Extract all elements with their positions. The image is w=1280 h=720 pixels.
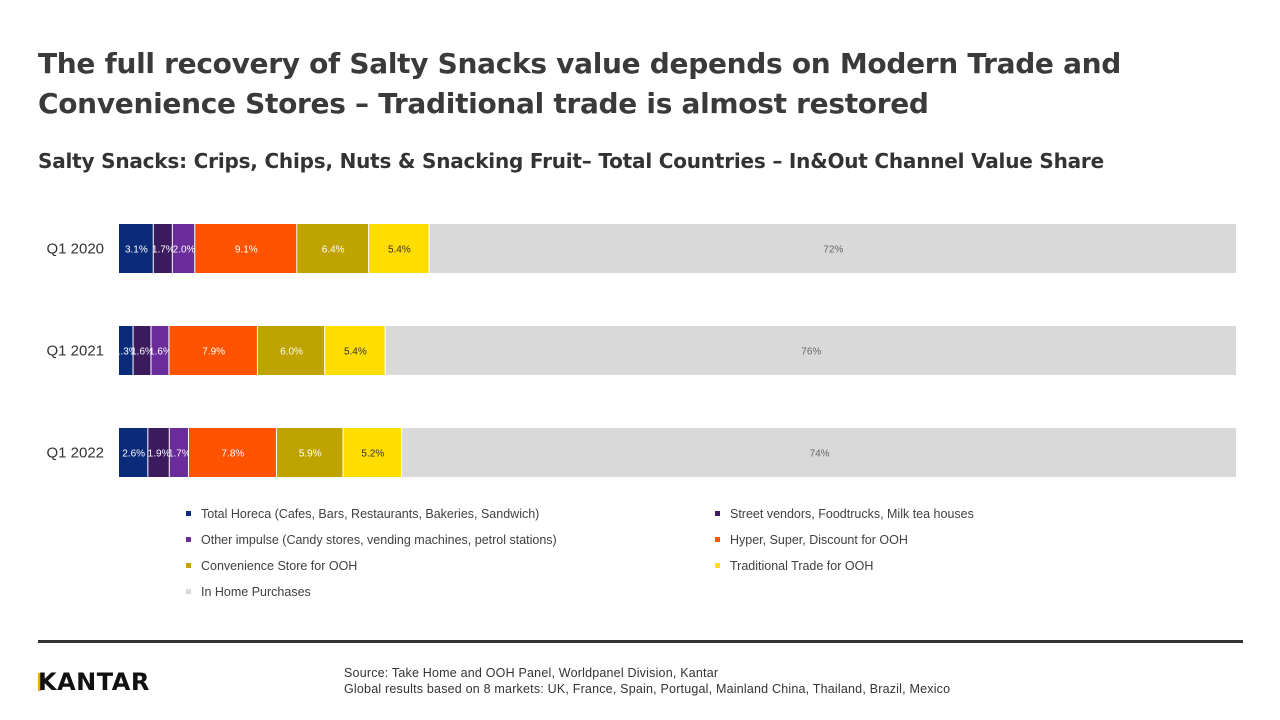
data-label: 5.9% <box>299 449 322 460</box>
legend-item: Other impulse (Candy stores, vending mac… <box>186 530 715 549</box>
legend-swatch <box>186 511 191 516</box>
bar-segment <box>172 224 195 273</box>
data-label: 7.8% <box>222 449 245 460</box>
bar-segment <box>133 326 151 375</box>
bar-segment <box>119 224 153 273</box>
legend-item: Hyper, Super, Discount for OOH <box>715 530 1186 549</box>
bar-segment <box>169 326 257 375</box>
bar-segment <box>169 428 188 477</box>
bar-segment <box>297 224 369 273</box>
legend-item: In Home Purchases <box>186 582 715 601</box>
bar-segment <box>195 224 297 273</box>
data-label: 1.9% <box>148 449 171 460</box>
data-label: 2.6% <box>122 449 145 460</box>
legend-item: Traditional Trade for OOH <box>715 556 1186 575</box>
bar-segment <box>325 326 385 375</box>
bar-segment <box>257 326 325 375</box>
data-label: 9.1% <box>235 245 258 256</box>
data-label: 7.9% <box>202 347 225 358</box>
bar-segment <box>151 326 169 375</box>
bar-segment <box>119 428 148 477</box>
bar-segment <box>153 224 172 273</box>
legend-swatch <box>715 563 720 568</box>
data-label: 6.0% <box>280 347 303 358</box>
bar-segment <box>429 224 1236 273</box>
data-label: 6.4% <box>322 245 345 256</box>
legend-swatch <box>186 537 191 542</box>
category-label: Q1 2021 <box>46 343 104 360</box>
bar-segment <box>402 428 1236 477</box>
source-note: Source: Take Home and OOH Panel, Worldpa… <box>344 665 950 697</box>
legend-label: Hyper, Super, Discount for OOH <box>730 532 908 547</box>
data-label: 1.6% <box>149 347 172 358</box>
data-label: 5.4% <box>344 347 367 358</box>
bar-segment <box>369 224 429 273</box>
bar-segment <box>276 428 343 477</box>
chart-legend: Total Horeca (Cafes, Bars, Restaurants, … <box>186 504 1186 601</box>
slide-title: The full recovery of Salty Snacks value … <box>38 47 1122 120</box>
bar-segment <box>343 428 402 477</box>
data-label: 72% <box>823 245 843 256</box>
bar-segment <box>385 326 1236 375</box>
source-line-1: Source: Take Home and OOH Panel, Worldpa… <box>344 666 719 680</box>
footer-divider <box>38 640 1243 643</box>
bar-segment <box>188 428 276 477</box>
legend-label: Street vendors, Foodtrucks, Milk tea hou… <box>730 506 974 521</box>
data-label: 3.1% <box>125 245 148 256</box>
legend-label: Other impulse (Candy stores, vending mac… <box>201 532 557 547</box>
legend-item: Street vendors, Foodtrucks, Milk tea hou… <box>715 504 1186 523</box>
data-label: 76% <box>801 347 821 358</box>
data-label: 5.2% <box>361 449 384 460</box>
kantar-logo: KANTAR <box>38 668 150 696</box>
legend-swatch <box>715 511 720 516</box>
legend-swatch <box>715 537 720 542</box>
legend-label: In Home Purchases <box>201 584 311 599</box>
legend-label: Traditional Trade for OOH <box>730 558 874 573</box>
data-label: 74% <box>810 449 830 460</box>
data-label: 2.0% <box>173 245 196 256</box>
legend-label: Convenience Store for OOH <box>201 558 358 573</box>
legend-swatch <box>186 563 191 568</box>
data-label: 1.3% <box>115 347 138 358</box>
data-label: 5.4% <box>388 245 411 256</box>
legend-swatch <box>186 589 191 594</box>
chart-subtitle: Salty Snacks: Crips, Chips, Nuts & Snack… <box>38 149 1104 173</box>
legend-item: Convenience Store for OOH <box>186 556 715 575</box>
legend-item: Total Horeca (Cafes, Bars, Restaurants, … <box>186 504 715 523</box>
data-label: 1.7% <box>152 245 175 256</box>
legend-label: Total Horeca (Cafes, Bars, Restaurants, … <box>201 506 540 521</box>
category-label: Q1 2022 <box>46 445 104 462</box>
source-line-2: Global results based on 8 markets: UK, F… <box>344 682 951 696</box>
bar-segment <box>148 428 169 477</box>
category-label: Q1 2020 <box>46 241 104 258</box>
logo-accent <box>38 673 41 691</box>
data-label: 1.7% <box>168 449 191 460</box>
stacked-bar-chart: Q1 2020 3.1% 1.7%2.0% 9.1% 6.4% 5.4% 72%Q1 202… <box>46 224 1236 477</box>
data-label: 1.6% <box>131 347 154 358</box>
bar-segment <box>119 326 133 375</box>
